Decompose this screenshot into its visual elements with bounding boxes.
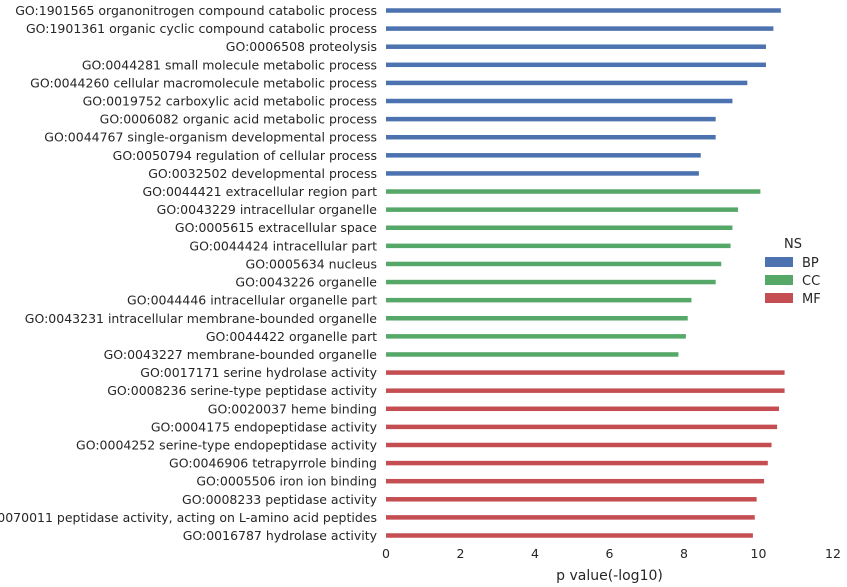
bar-bp-8 [386,153,701,158]
bar-cc-11 [386,207,739,212]
category-label: GO:0044421 extracellular region part [142,184,377,199]
category-label: GO:0043226 organelle [235,275,377,290]
category-label: GO:0043231 intracellular membrane-bounde… [25,311,378,326]
legend-label-cc: CC [802,274,820,289]
category-label: GO:1901565 organonitrogen compound catab… [15,3,377,18]
category-label: GO:0005615 extracellular space [175,220,377,235]
category-label: GO:0043227 membrane-bounded organelle [104,347,378,362]
category-label: GO:0044424 intracellular part [189,238,377,253]
bar-mf-20 [386,370,785,375]
category-label: GO:0004175 endopeptidase activity [151,419,378,434]
category-label: GO:0044446 intracellular organelle part [127,293,377,308]
legend: NS BP CC MF [765,237,821,307]
bar-mf-25 [386,460,768,466]
bar-mf-23 [386,424,778,430]
bar-bp-9 [386,171,699,176]
category-label: GO:0044767 single-organism developmental… [44,130,377,145]
category-label: GO:1901361 organic cyclic compound catab… [26,21,377,36]
bar-cc-14 [386,261,722,267]
legend-title: NS [784,237,802,252]
bar-bp-5 [386,98,733,104]
x-tick-label: 10 [751,546,767,561]
bar-mf-29 [386,533,753,538]
category-label: GO:0008236 serine-type peptidase activit… [107,383,377,398]
bar-bp-6 [386,116,716,122]
x-tick-label: 12 [825,546,841,561]
x-tick-label: 4 [531,546,539,561]
category-label: GO:0006508 proteolysis [226,39,377,54]
bar-mf-21 [386,388,785,393]
x-tick-label: 6 [606,546,614,561]
bar-bp-4 [386,80,748,86]
category-label: GO:0016787 hydrolase activity [183,528,378,543]
legend-swatch-cc [765,275,793,285]
bar-cc-12 [386,225,733,230]
bar-mf-26 [386,478,765,484]
bar-mf-24 [386,442,772,448]
category-label: GO:0044281 small molecule metabolic proc… [82,57,377,72]
bar-cc-17 [386,316,688,321]
category-labels-group: GO:1901565 organonitrogen compound catab… [0,3,378,543]
category-label: GO:0044260 cellular macromolecule metabo… [30,75,377,90]
bar-cc-13 [386,243,731,249]
category-label: GO:0005634 nucleus [246,256,377,271]
category-label: GO:0046906 tetrapyrrole binding [169,456,377,471]
category-label: GO:0008233 peptidase activity [182,492,378,507]
bar-cc-16 [386,297,692,303]
x-tick-label: 2 [457,546,465,561]
bar-mf-22 [386,406,779,412]
category-label: GO:0032502 developmental process [148,166,377,181]
category-label: GO:0004252 serine-type endopeptidase act… [76,437,378,452]
category-label: GO:0019752 carboxylic acid metabolic pro… [83,94,377,109]
x-axis-title: p value(-log10) [556,568,663,584]
bar-bp-3 [386,62,766,68]
legend-label-bp: BP [802,256,819,271]
category-label: GO:0006082 organic acid metabolic proces… [100,112,377,127]
bar-bp-7 [386,134,716,140]
x-tick-label: 0 [382,546,390,561]
legend-swatch-bp [765,257,793,267]
legend-swatch-mf [765,293,793,303]
category-label: GO:0070011 peptidase activity, acting on… [0,510,377,525]
bar-bp-1 [386,26,774,31]
category-label: GO:0017171 serine hydrolase activity [140,365,377,380]
category-label: GO:0005506 iron ion binding [196,474,377,489]
bar-cc-10 [386,189,761,194]
category-label: GO:0020037 heme binding [208,401,377,416]
legend-label-mf: MF [802,292,821,307]
bar-mf-27 [386,497,757,502]
bar-bp-2 [386,44,766,49]
category-label: GO:0043229 intracellular organelle [157,202,378,217]
bar-cc-19 [386,352,679,357]
bar-mf-28 [386,515,755,520]
category-label: GO:0050794 regulation of cellular proces… [113,148,377,163]
bar-cc-18 [386,334,686,339]
category-label: GO:0044422 organelle part [206,329,377,344]
bars-group [386,8,785,538]
x-tick-label: 8 [680,546,688,561]
bar-bp-0 [386,8,781,13]
bar-cc-15 [386,279,716,285]
x-tick-labels-group: 0 2 4 6 8 10 12 [382,546,841,561]
